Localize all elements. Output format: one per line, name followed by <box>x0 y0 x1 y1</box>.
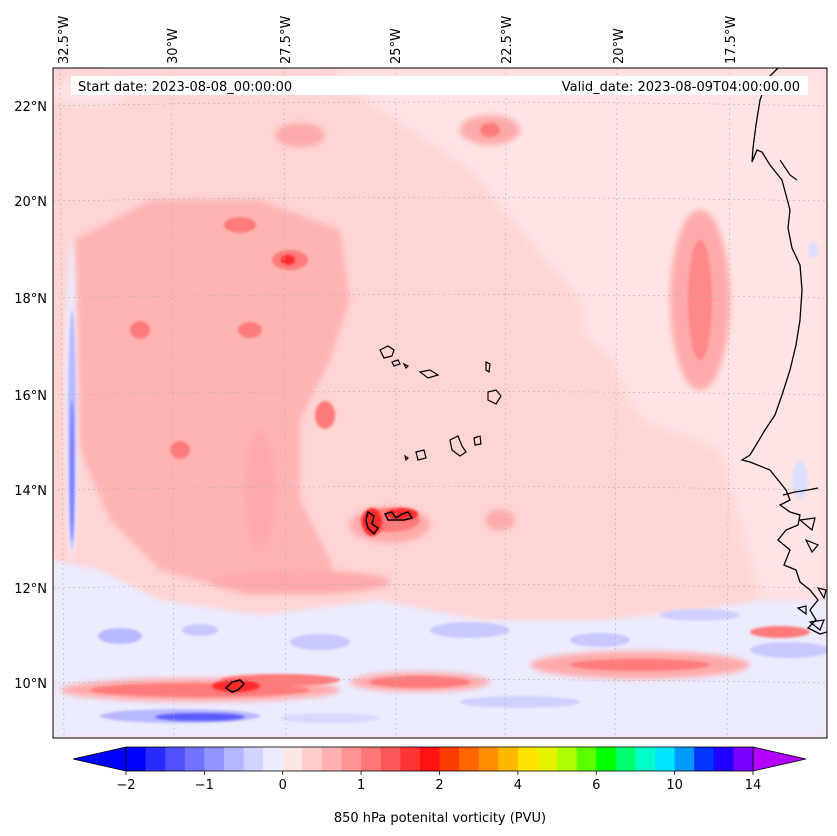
graticule <box>53 68 827 738</box>
colorbar-cell <box>361 747 382 771</box>
lat-label: 14°N <box>14 484 47 499</box>
colorbar-cell <box>674 747 695 771</box>
colorbar-tick-label: 2 <box>435 778 443 793</box>
colorbar-cell <box>165 747 186 771</box>
colorbar: −2 −1 0 1 2 4 6 10 14 850 hPa potenital vorticit… <box>72 746 807 826</box>
lon-label: 30°W <box>166 28 181 64</box>
africa-coastline <box>740 68 827 635</box>
colorbar-tick-label: 6 <box>592 778 600 793</box>
colorbar-cell <box>596 747 617 771</box>
colorbar-tick-label: −1 <box>195 778 214 793</box>
date-info-bar <box>71 76 808 95</box>
map-frame <box>52 67 828 739</box>
colorbar-cell <box>733 747 754 771</box>
lat-label: 18°N <box>14 292 47 307</box>
lon-label: 32.5°W <box>57 16 72 64</box>
senegal-river <box>779 159 798 181</box>
longitude-labels: 32.5°W 30°W 27.5°W 25°W 22.5°W 20°W 17.5… <box>57 16 739 64</box>
lat-label: 20°N <box>14 195 47 210</box>
colorbar-tick-label: 10 <box>666 778 683 793</box>
colorbar-cell <box>537 747 558 771</box>
colorbar-cell <box>126 747 147 771</box>
colorbar-cell <box>263 747 284 771</box>
colorbar-cell <box>713 747 734 771</box>
lat-label: 12°N <box>14 582 47 597</box>
colorbar-tick-label: −2 <box>116 778 135 793</box>
valid-date-label: Valid_date: 2023-08-09T04:00:00.00 <box>562 80 800 95</box>
lat-label: 22°N <box>14 100 47 115</box>
colorbar-cell <box>615 747 636 771</box>
colorbar-cell <box>459 747 480 771</box>
map-panel <box>53 68 827 738</box>
colorbar-cell <box>498 747 519 771</box>
colorbar-cell <box>576 747 597 771</box>
colorbar-cell <box>341 747 362 771</box>
colorbar-cell <box>243 747 264 771</box>
colorbar-cell <box>302 747 323 771</box>
colorbar-cell <box>478 747 499 771</box>
colorbar-tick-label: 4 <box>514 778 522 793</box>
pv-high-contours <box>224 510 414 693</box>
colorbar-cell <box>380 747 401 771</box>
colorbar-cell <box>655 747 676 771</box>
lon-label: 22.5°W <box>500 16 515 64</box>
latitude-labels: 22°N 20°N 18°N 16°N 14°N 12°N 10°N <box>14 100 47 692</box>
colorbar-extend-max <box>752 746 807 772</box>
guinea-bissau-islands <box>796 517 827 631</box>
cape-verde-islands <box>379 345 502 462</box>
colorbar-cell <box>184 747 205 771</box>
lat-label: 16°N <box>14 389 47 404</box>
colorbar-cell <box>223 747 245 771</box>
lon-label: 25°W <box>389 28 404 64</box>
colorbar-cell <box>400 747 421 771</box>
colorbar-cells <box>126 747 754 771</box>
start-date-label: Start date: 2023-08-08_00:00:00 <box>78 80 292 95</box>
colorbar-extend-min <box>72 746 127 772</box>
colorbar-tick-label: 1 <box>357 778 365 793</box>
colorbar-cell <box>517 747 538 771</box>
colorbar-cell <box>439 747 460 771</box>
lon-label: 17.5°W <box>724 16 739 64</box>
colorbar-cell <box>419 747 440 771</box>
colorbar-tick-label: 14 <box>745 778 762 793</box>
lat-label: 10°N <box>14 677 47 692</box>
colorbar-cell <box>694 747 715 771</box>
colorbar-cell <box>635 747 656 771</box>
gambia-inlet <box>782 487 819 496</box>
colorbar-cell <box>321 747 343 771</box>
lon-label: 27.5°W <box>279 16 294 64</box>
colorbar-cell <box>282 747 303 771</box>
colorbar-cell <box>557 747 578 771</box>
colorbar-label: 850 hPa potenital vorticity (PVU) <box>334 811 546 826</box>
colorbar-ticks: −2 −1 0 1 2 4 6 10 14 <box>116 771 761 793</box>
lon-label: 20°W <box>612 28 627 64</box>
colorbar-tick-label: 0 <box>279 778 287 793</box>
colorbar-cell <box>145 747 166 771</box>
colorbar-cell <box>204 747 225 771</box>
